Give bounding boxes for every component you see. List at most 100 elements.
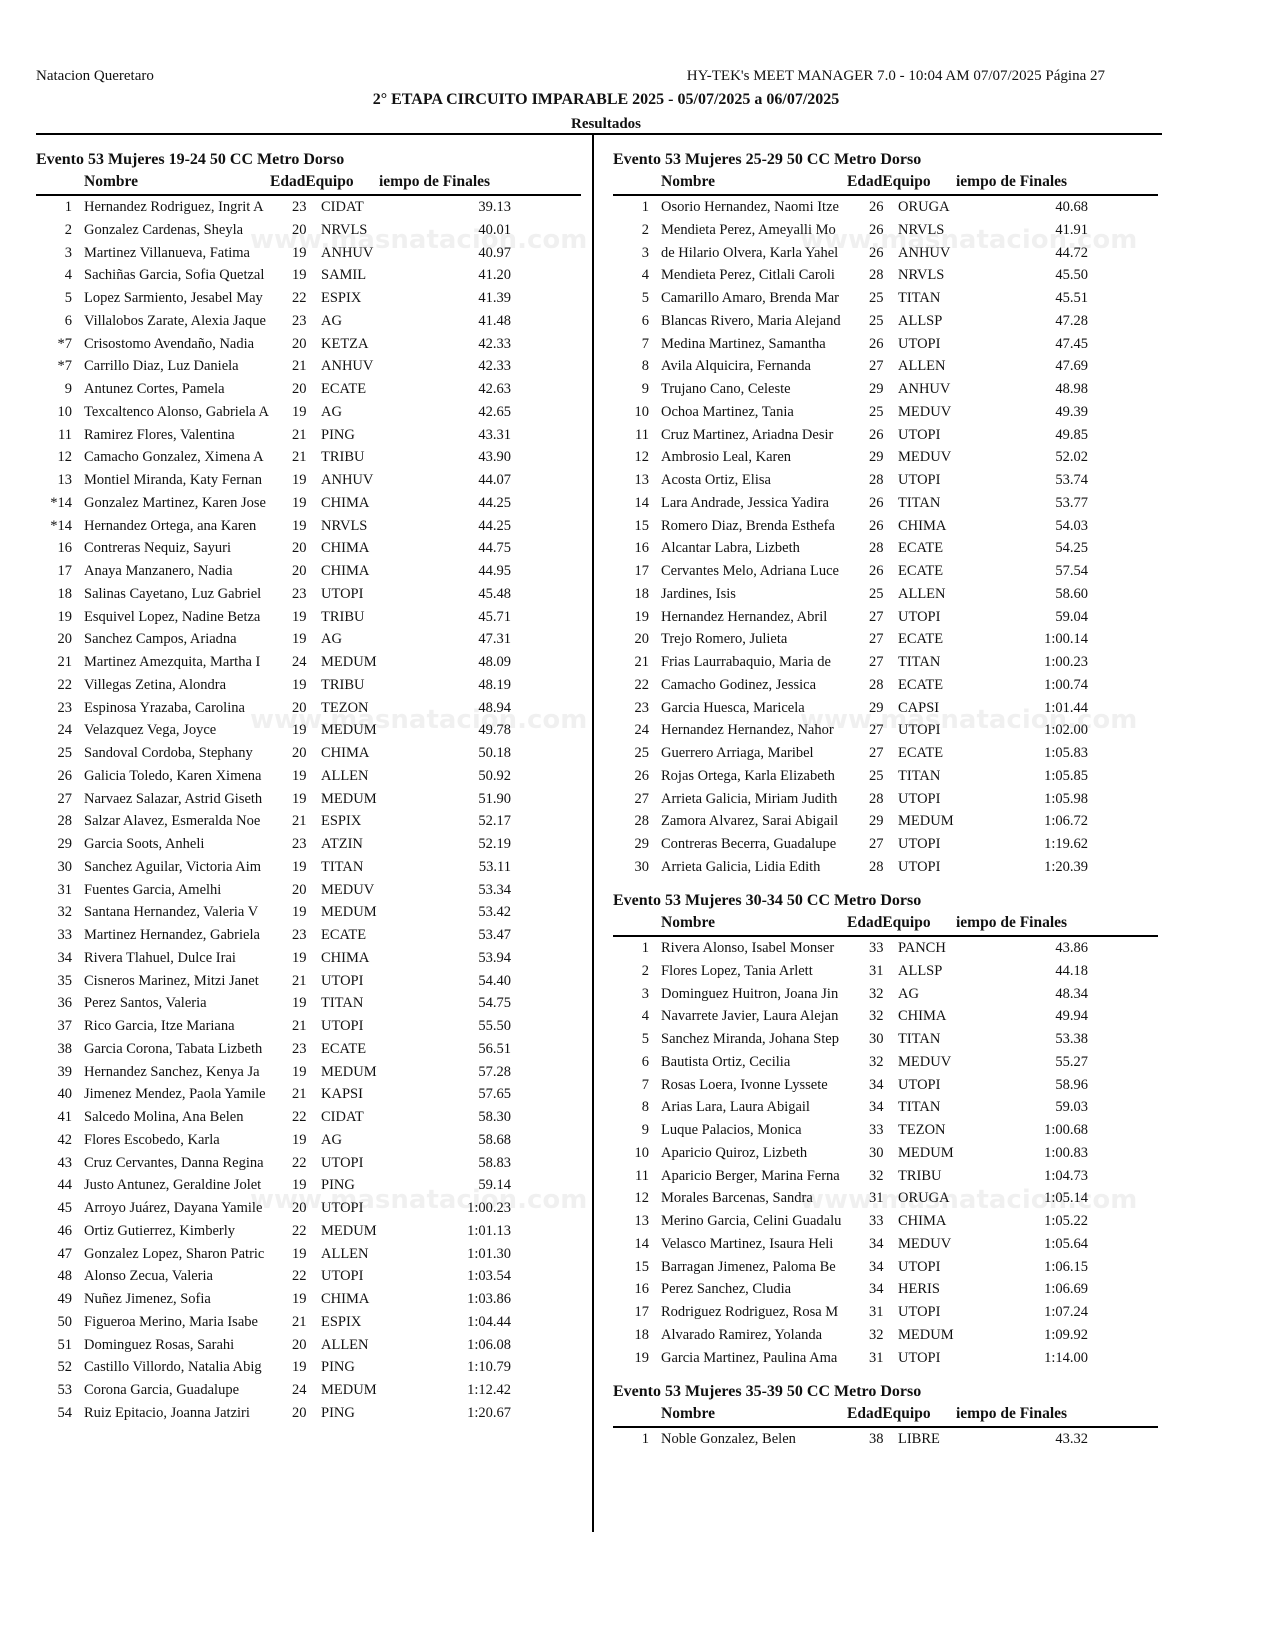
rank: 31 bbox=[57, 881, 73, 898]
watermark: www.masnatacion.com bbox=[800, 1185, 1138, 1215]
final-time: 43.31 bbox=[478, 426, 511, 443]
final-time: 49.39 bbox=[1055, 403, 1088, 420]
team: UTOPI bbox=[321, 1018, 364, 1034]
age: 29 bbox=[869, 381, 884, 397]
team: TEZON bbox=[321, 699, 369, 716]
result-row: 4 Navarrete Javier, Laura Alejan 32 CHIMA 49… bbox=[613, 1005, 1158, 1028]
result-row: 8 Arias Lara, Laura Abigail 34 TITAN 59.03 bbox=[613, 1096, 1158, 1119]
final-time: 58.68 bbox=[478, 1131, 511, 1148]
team: KAPSI bbox=[321, 1086, 363, 1103]
age: 19 bbox=[292, 1063, 307, 1080]
age: 19 bbox=[292, 904, 307, 921]
swimmer-name: Narvaez Salazar, Astrid Giseth bbox=[84, 790, 263, 807]
result-row: 50 Figueroa Merino, Maria Isabe 21 ESPIX 1:0… bbox=[36, 1311, 581, 1334]
swimmer-name: Martinez Hernandez, Gabriela bbox=[84, 927, 260, 943]
rank: *7 bbox=[57, 335, 73, 352]
team: ECATE bbox=[321, 1040, 367, 1057]
age: 27 bbox=[869, 631, 884, 648]
rank: 11 bbox=[58, 426, 72, 443]
final-time: 1:01.30 bbox=[467, 1245, 511, 1262]
result-row: 12 Camacho Gonzalez, Ximena A 21 TRIBU 43.90 bbox=[36, 446, 581, 469]
rank: 11 bbox=[635, 1167, 649, 1184]
rank: 19 bbox=[57, 608, 73, 625]
age: 20 bbox=[292, 335, 307, 352]
final-time: 1:05.64 bbox=[1044, 1235, 1088, 1252]
final-time: 54.75 bbox=[478, 995, 511, 1012]
team: ORUGA bbox=[898, 199, 950, 215]
rank: 43 bbox=[57, 1154, 73, 1171]
final-time: 59.14 bbox=[478, 1177, 511, 1194]
rank: 5 bbox=[64, 290, 72, 306]
age: 21 bbox=[292, 1018, 307, 1034]
team: ANHUV bbox=[321, 472, 374, 488]
final-time: 52.02 bbox=[1055, 449, 1088, 466]
swimmer-name: Rojas Ortega, Karla Elizabeth bbox=[661, 767, 835, 784]
swimmer-name: Ortiz Gutierrez, Kimberly bbox=[84, 1222, 235, 1239]
swimmer-name: Villegas Zetina, Alondra bbox=[84, 676, 227, 693]
event-30-34: Evento 53 Mujeres 30-34 50 CC Metro Dors… bbox=[613, 889, 1158, 1369]
age: 28 bbox=[869, 790, 884, 807]
team: SAMIL bbox=[321, 267, 367, 284]
final-time: 1:06.69 bbox=[1044, 1281, 1088, 1298]
final-time: 43.90 bbox=[478, 449, 511, 466]
final-time: 1:05.22 bbox=[1044, 1213, 1088, 1229]
final-time: 1:10.79 bbox=[467, 1359, 511, 1376]
team: AG bbox=[321, 403, 342, 420]
age: 19 bbox=[292, 244, 307, 261]
event-19-24: Evento 53 Mujeres 19-24 50 CC Metro Dors… bbox=[36, 148, 581, 1425]
final-time: 53.47 bbox=[478, 927, 511, 943]
age: 31 bbox=[869, 962, 884, 979]
result-row: 54 Ruiz Epitacio, Joanna Jatziri 20 PING 1:2… bbox=[36, 1402, 581, 1425]
rank: 12 bbox=[634, 1190, 650, 1207]
final-time: 1:00.14 bbox=[1044, 631, 1088, 648]
final-time: 1:04.73 bbox=[1044, 1167, 1088, 1184]
final-time: 48.34 bbox=[1055, 985, 1088, 1002]
age: 27 bbox=[869, 722, 884, 739]
rank: 10 bbox=[634, 403, 650, 420]
result-row: 41 Salcedo Molina, Ana Belen 22 CIDAT 58.30 bbox=[36, 1106, 581, 1129]
team: ALLSP bbox=[898, 312, 943, 329]
team: CAPSI bbox=[898, 699, 940, 716]
rank: 13 bbox=[634, 1213, 650, 1229]
rank: 7 bbox=[641, 1076, 649, 1093]
rank: 6 bbox=[641, 1053, 649, 1070]
rank: 29 bbox=[634, 836, 650, 852]
result-row: 28 Zamora Alvarez, Sarai Abigail 29 MEDUM 1:… bbox=[613, 810, 1158, 833]
team: ALLSP bbox=[898, 962, 943, 979]
event-35-39: Evento 53 Mujeres 35-39 50 CC Metro Dors… bbox=[613, 1380, 1158, 1451]
result-row: 49 Nuñez Jimenez, Sofia 19 CHIMA 1:03.86 bbox=[36, 1288, 581, 1311]
final-time: 1:06.72 bbox=[1044, 813, 1088, 830]
age: 33 bbox=[869, 1122, 884, 1138]
rank: 8 bbox=[641, 1099, 649, 1116]
result-row: 36 Perez Santos, Valeria 19 TITAN 54.75 bbox=[36, 992, 581, 1015]
team: MEDUM bbox=[321, 1063, 377, 1080]
age: 19 bbox=[292, 267, 307, 284]
age: 20 bbox=[292, 381, 307, 397]
age: 19 bbox=[292, 1245, 307, 1262]
final-time: 1:01.13 bbox=[467, 1222, 511, 1239]
final-time: 58.60 bbox=[1055, 585, 1088, 602]
result-row: 53 Corona Garcia, Guadalupe 24 MEDUM 1:12.42 bbox=[36, 1379, 581, 1402]
swimmer-name: Mendieta Perez, Ameyalli Mo bbox=[661, 221, 836, 238]
rank: 15 bbox=[634, 517, 650, 534]
section-title: Resultados bbox=[570, 116, 641, 132]
swimmer-name: Contreras Becerra, Guadalupe bbox=[661, 836, 837, 852]
rank: 22 bbox=[634, 676, 650, 693]
result-row: 13 Acosta Ortiz, Elisa 28 UTOPI 53.74 bbox=[613, 469, 1158, 492]
final-time: 51.90 bbox=[478, 790, 511, 807]
age: 26 bbox=[869, 426, 884, 443]
final-time: 54.25 bbox=[1055, 540, 1088, 557]
swimmer-name: Trujano Cano, Celeste bbox=[661, 381, 791, 397]
final-time: 1:03.54 bbox=[467, 1268, 511, 1285]
age: 21 bbox=[292, 449, 307, 466]
team: UTOPI bbox=[321, 1200, 364, 1216]
swimmer-name: Flores Lopez, Tania Arlett bbox=[661, 962, 813, 979]
header-time: iempo de Finales bbox=[956, 173, 1068, 190]
final-time: 59.03 bbox=[1055, 1099, 1088, 1116]
final-time: 1:04.44 bbox=[467, 1313, 511, 1330]
result-row: 1 Hernandez Rodriguez, Ingrit A 23 CIDAT 39.… bbox=[36, 196, 581, 219]
team: TITAN bbox=[898, 1031, 941, 1047]
final-time: 50.92 bbox=[478, 767, 511, 784]
rank: 12 bbox=[57, 449, 73, 466]
rank: 41 bbox=[57, 1109, 73, 1125]
